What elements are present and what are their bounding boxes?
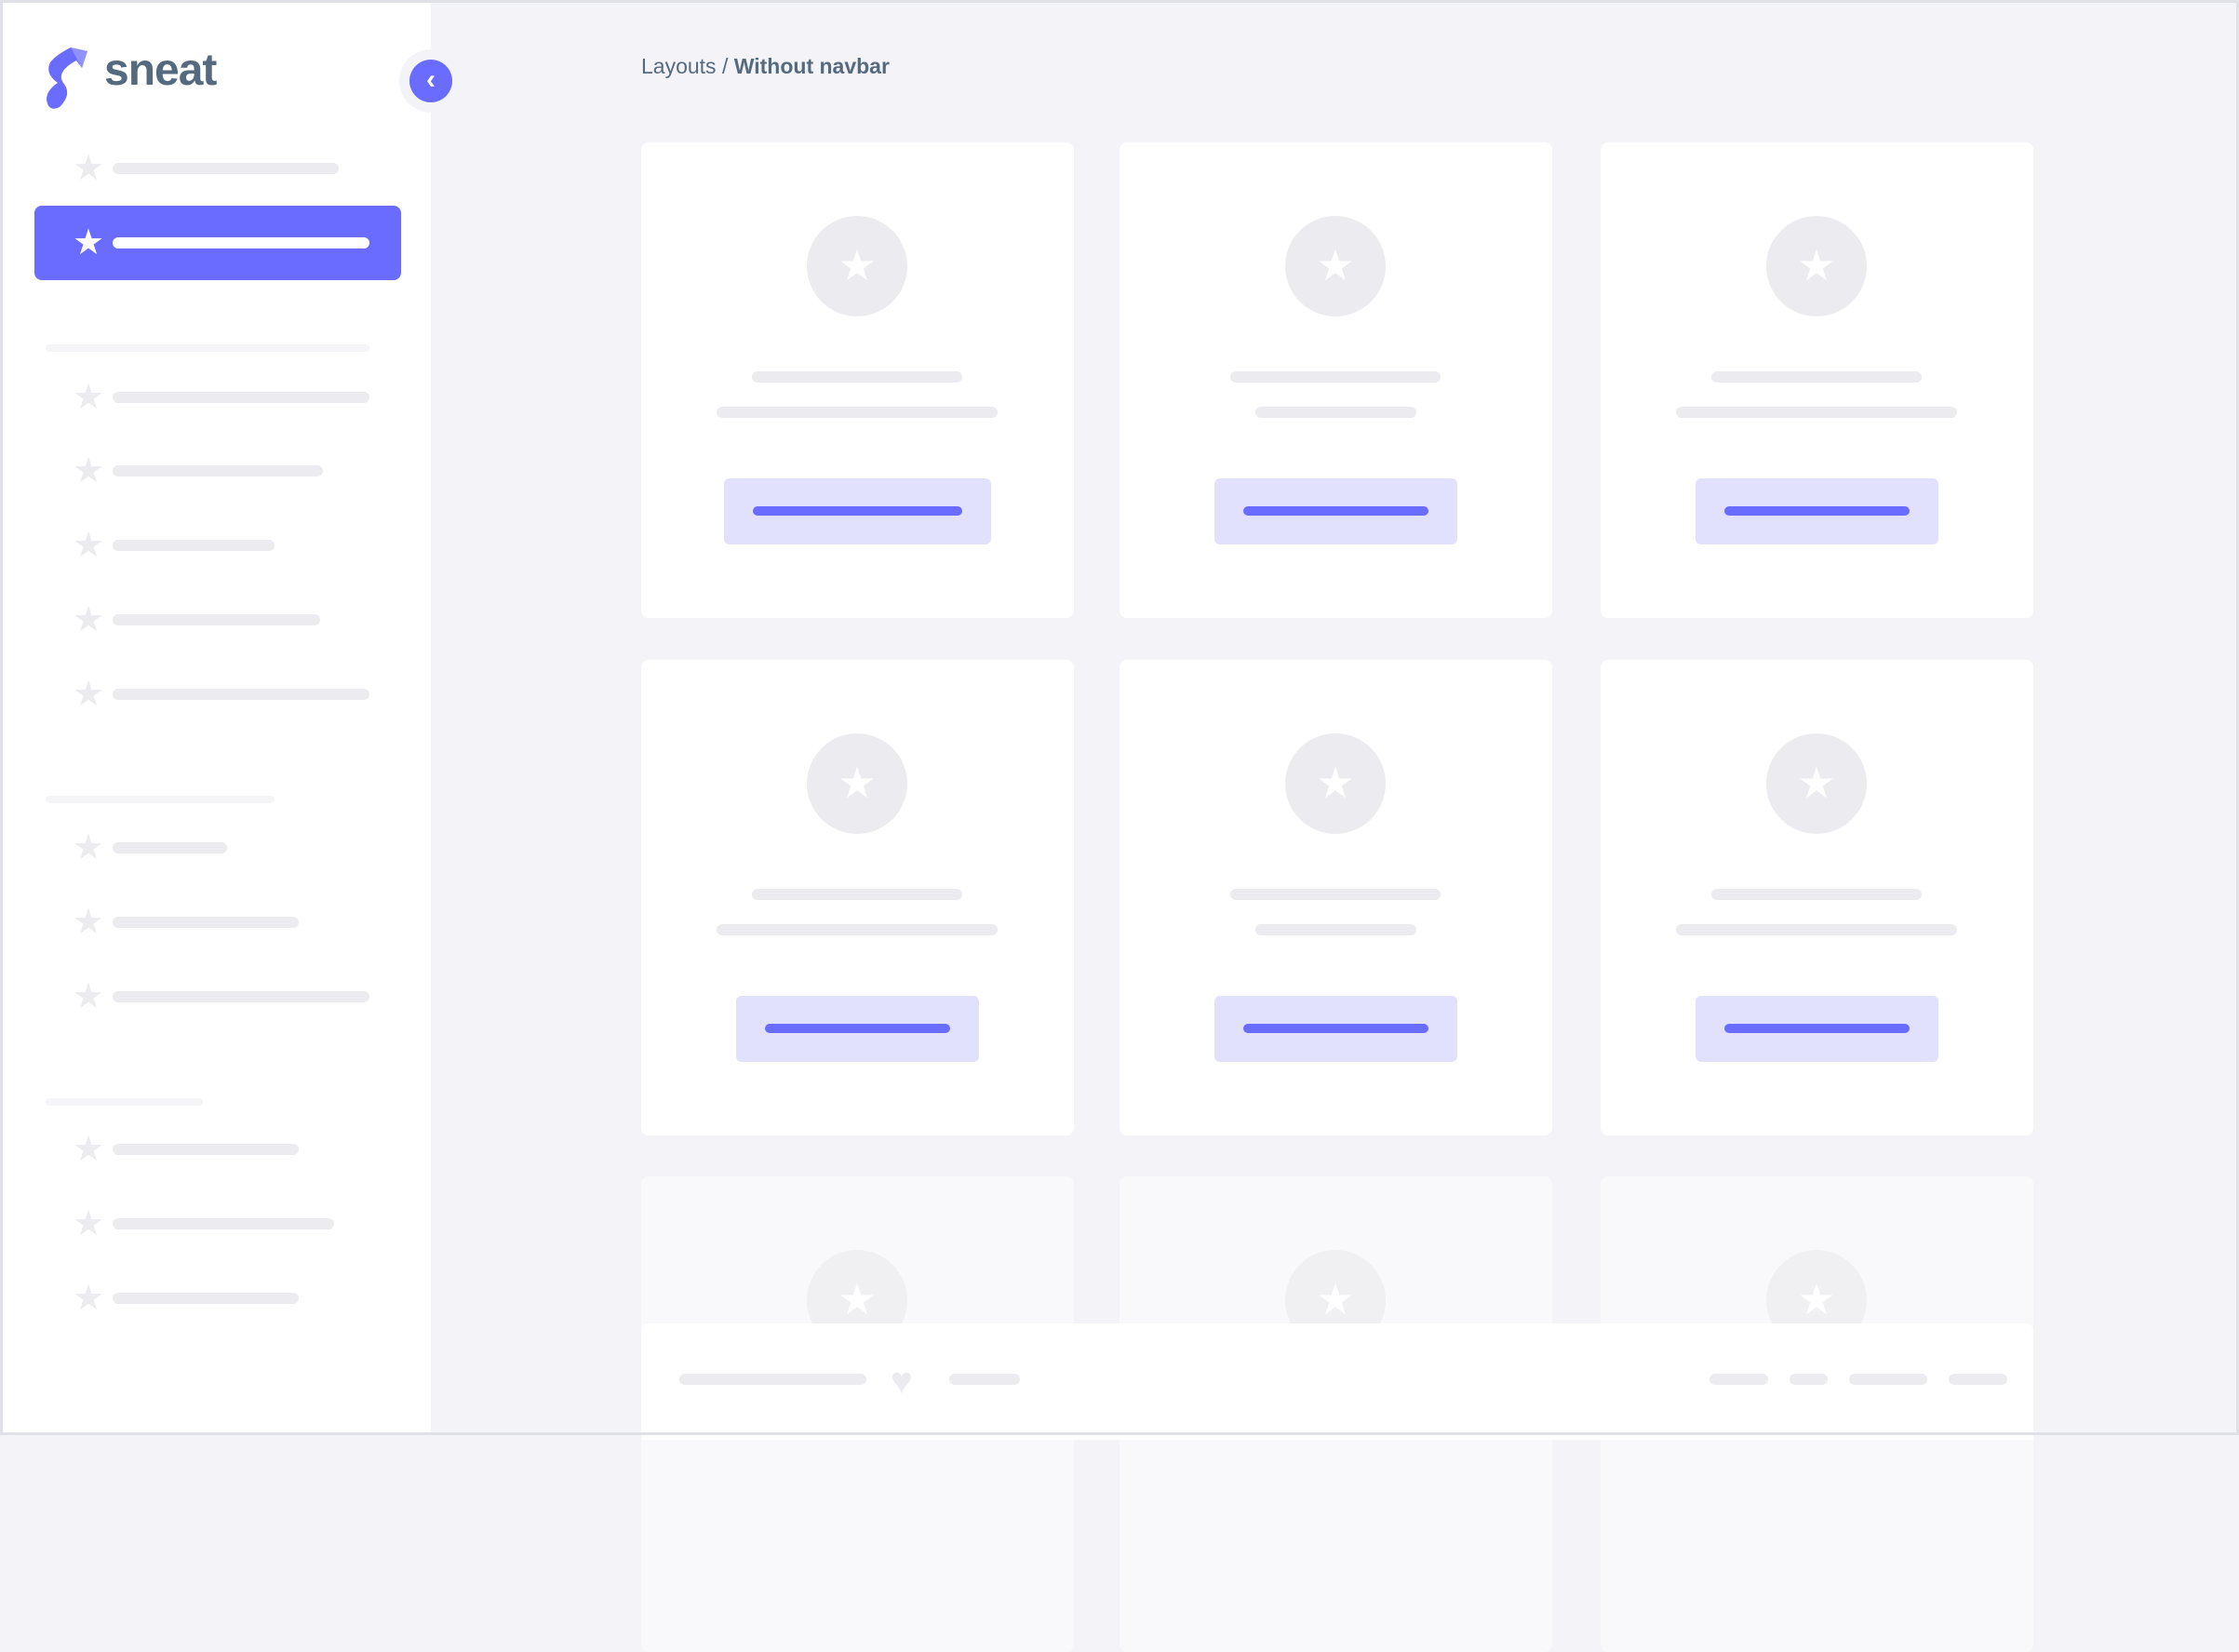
footer-link[interactable] xyxy=(1949,1374,2007,1385)
breadcrumb-current: Without navbar xyxy=(733,54,890,78)
sidebar-item[interactable]: ★ xyxy=(34,969,401,1025)
card-button[interactable] xyxy=(1213,996,1457,1062)
footer-text-skeleton xyxy=(679,1374,866,1385)
card: ★ xyxy=(1120,660,1552,1135)
star-icon: ★ xyxy=(807,216,907,316)
card-button[interactable] xyxy=(735,996,979,1062)
star-icon: ★ xyxy=(72,1279,105,1318)
card: ★ xyxy=(1601,142,2033,618)
footer: ♥ xyxy=(641,1323,2033,1440)
card-text-skeleton xyxy=(1676,407,1957,418)
card-text-skeleton xyxy=(717,407,998,418)
card-button-label-skeleton xyxy=(1723,506,1910,516)
star-icon: ★ xyxy=(72,451,105,490)
menu-section-divider xyxy=(46,344,369,352)
card-text-skeleton xyxy=(1676,924,1957,935)
logo[interactable] xyxy=(43,46,229,111)
sidebar-item-label-skeleton xyxy=(113,1144,299,1155)
logo-icon xyxy=(47,47,87,109)
chevron-left-icon: ‹ xyxy=(426,64,436,95)
sidebar-item-label-skeleton xyxy=(113,991,369,1002)
sidebar-item-label-skeleton xyxy=(113,392,369,403)
sidebar-item-label-skeleton xyxy=(113,1293,299,1304)
sidebar-item[interactable]: ★ xyxy=(34,1121,401,1177)
sidebar-item-label-skeleton xyxy=(113,842,227,853)
star-icon: ★ xyxy=(72,378,105,417)
card-button[interactable] xyxy=(723,478,991,544)
card-button-label-skeleton xyxy=(764,1024,950,1033)
card-button[interactable] xyxy=(1695,996,1938,1062)
sidebar-item[interactable]: ★ xyxy=(34,666,401,722)
sidebar-item[interactable]: ★ xyxy=(34,1270,401,1326)
card-button[interactable] xyxy=(1213,478,1457,544)
card-title-skeleton xyxy=(1230,889,1441,900)
sidebar-item[interactable]: ★ xyxy=(34,820,401,876)
footer-link[interactable] xyxy=(1709,1374,1768,1385)
card-button-label-skeleton xyxy=(1723,1024,1910,1033)
card: ★ xyxy=(641,660,1074,1135)
star-icon: ★ xyxy=(807,733,907,834)
star-icon: ★ xyxy=(1766,733,1867,834)
card-title-skeleton xyxy=(752,371,962,383)
card-button[interactable] xyxy=(1695,478,1938,544)
sidebar-item[interactable]: ★ xyxy=(34,369,401,425)
sidebar-item-label-skeleton xyxy=(113,689,369,700)
card-text-skeleton xyxy=(1254,407,1416,418)
card-title-skeleton xyxy=(752,889,962,900)
card-button-label-skeleton xyxy=(1242,1024,1428,1033)
star-icon: ★ xyxy=(72,223,105,262)
star-icon: ★ xyxy=(1285,733,1386,834)
sidebar-item-label-skeleton xyxy=(113,465,323,477)
sidebar-item[interactable]: ★ xyxy=(34,894,401,950)
breadcrumb: Layouts / Without navbar xyxy=(641,54,890,79)
star-icon: ★ xyxy=(72,526,105,565)
footer-text-skeleton xyxy=(949,1374,1020,1385)
menu-section-divider xyxy=(46,796,275,803)
card-text-skeleton xyxy=(1254,924,1416,935)
collapse-sidebar-button[interactable]: ‹ xyxy=(409,60,452,102)
breadcrumb-separator: / xyxy=(721,54,729,78)
card: ★ xyxy=(1601,660,2033,1135)
star-icon: ★ xyxy=(1766,216,1867,316)
footer-link[interactable] xyxy=(1790,1374,1828,1385)
heart-icon: ♥ xyxy=(891,1361,913,1402)
card-button-label-skeleton xyxy=(752,506,962,516)
star-icon: ★ xyxy=(72,977,105,1016)
star-icon: ★ xyxy=(1285,216,1386,316)
card-text-skeleton xyxy=(717,924,998,935)
sidebar-item[interactable]: ★ xyxy=(34,215,401,271)
card-title-skeleton xyxy=(1711,371,1922,383)
star-icon: ★ xyxy=(72,1204,105,1243)
menu-section-divider xyxy=(46,1098,203,1106)
star-icon: ★ xyxy=(72,1130,105,1169)
sidebar-item[interactable]: ★ xyxy=(34,517,401,573)
sidebar-item-label-skeleton xyxy=(113,614,320,625)
sidebar-item-label-skeleton xyxy=(113,540,275,551)
star-icon: ★ xyxy=(72,600,105,639)
sidebar-item-label-skeleton xyxy=(113,1218,334,1229)
sidebar-item[interactable]: ★ xyxy=(34,1196,401,1252)
logo-text: sneat xyxy=(104,46,217,95)
star-icon: ★ xyxy=(72,903,105,942)
sidebar: sneat ‹ ★ ★ ★ ★ ★ ★ ★ ★ ★ ★ ★ ★ ★ xyxy=(0,0,463,1435)
card-title-skeleton xyxy=(1711,889,1922,900)
sidebar-item-label-skeleton xyxy=(113,237,369,248)
sidebar-item[interactable]: ★ xyxy=(34,592,401,648)
card: ★ xyxy=(641,142,1074,618)
card: ★ xyxy=(1120,142,1552,618)
sidebar-item[interactable]: ★ xyxy=(34,141,401,196)
card-button-label-skeleton xyxy=(1242,506,1428,516)
star-icon: ★ xyxy=(72,828,105,867)
star-icon: ★ xyxy=(72,675,105,714)
card-title-skeleton xyxy=(1230,371,1441,383)
sidebar-item-label-skeleton xyxy=(113,917,299,928)
star-icon: ★ xyxy=(72,149,105,188)
sidebar-item[interactable]: ★ xyxy=(34,443,401,499)
footer-link[interactable] xyxy=(1849,1374,1927,1385)
sidebar-item-label-skeleton xyxy=(113,163,339,174)
breadcrumb-parent[interactable]: Layouts xyxy=(641,54,717,78)
